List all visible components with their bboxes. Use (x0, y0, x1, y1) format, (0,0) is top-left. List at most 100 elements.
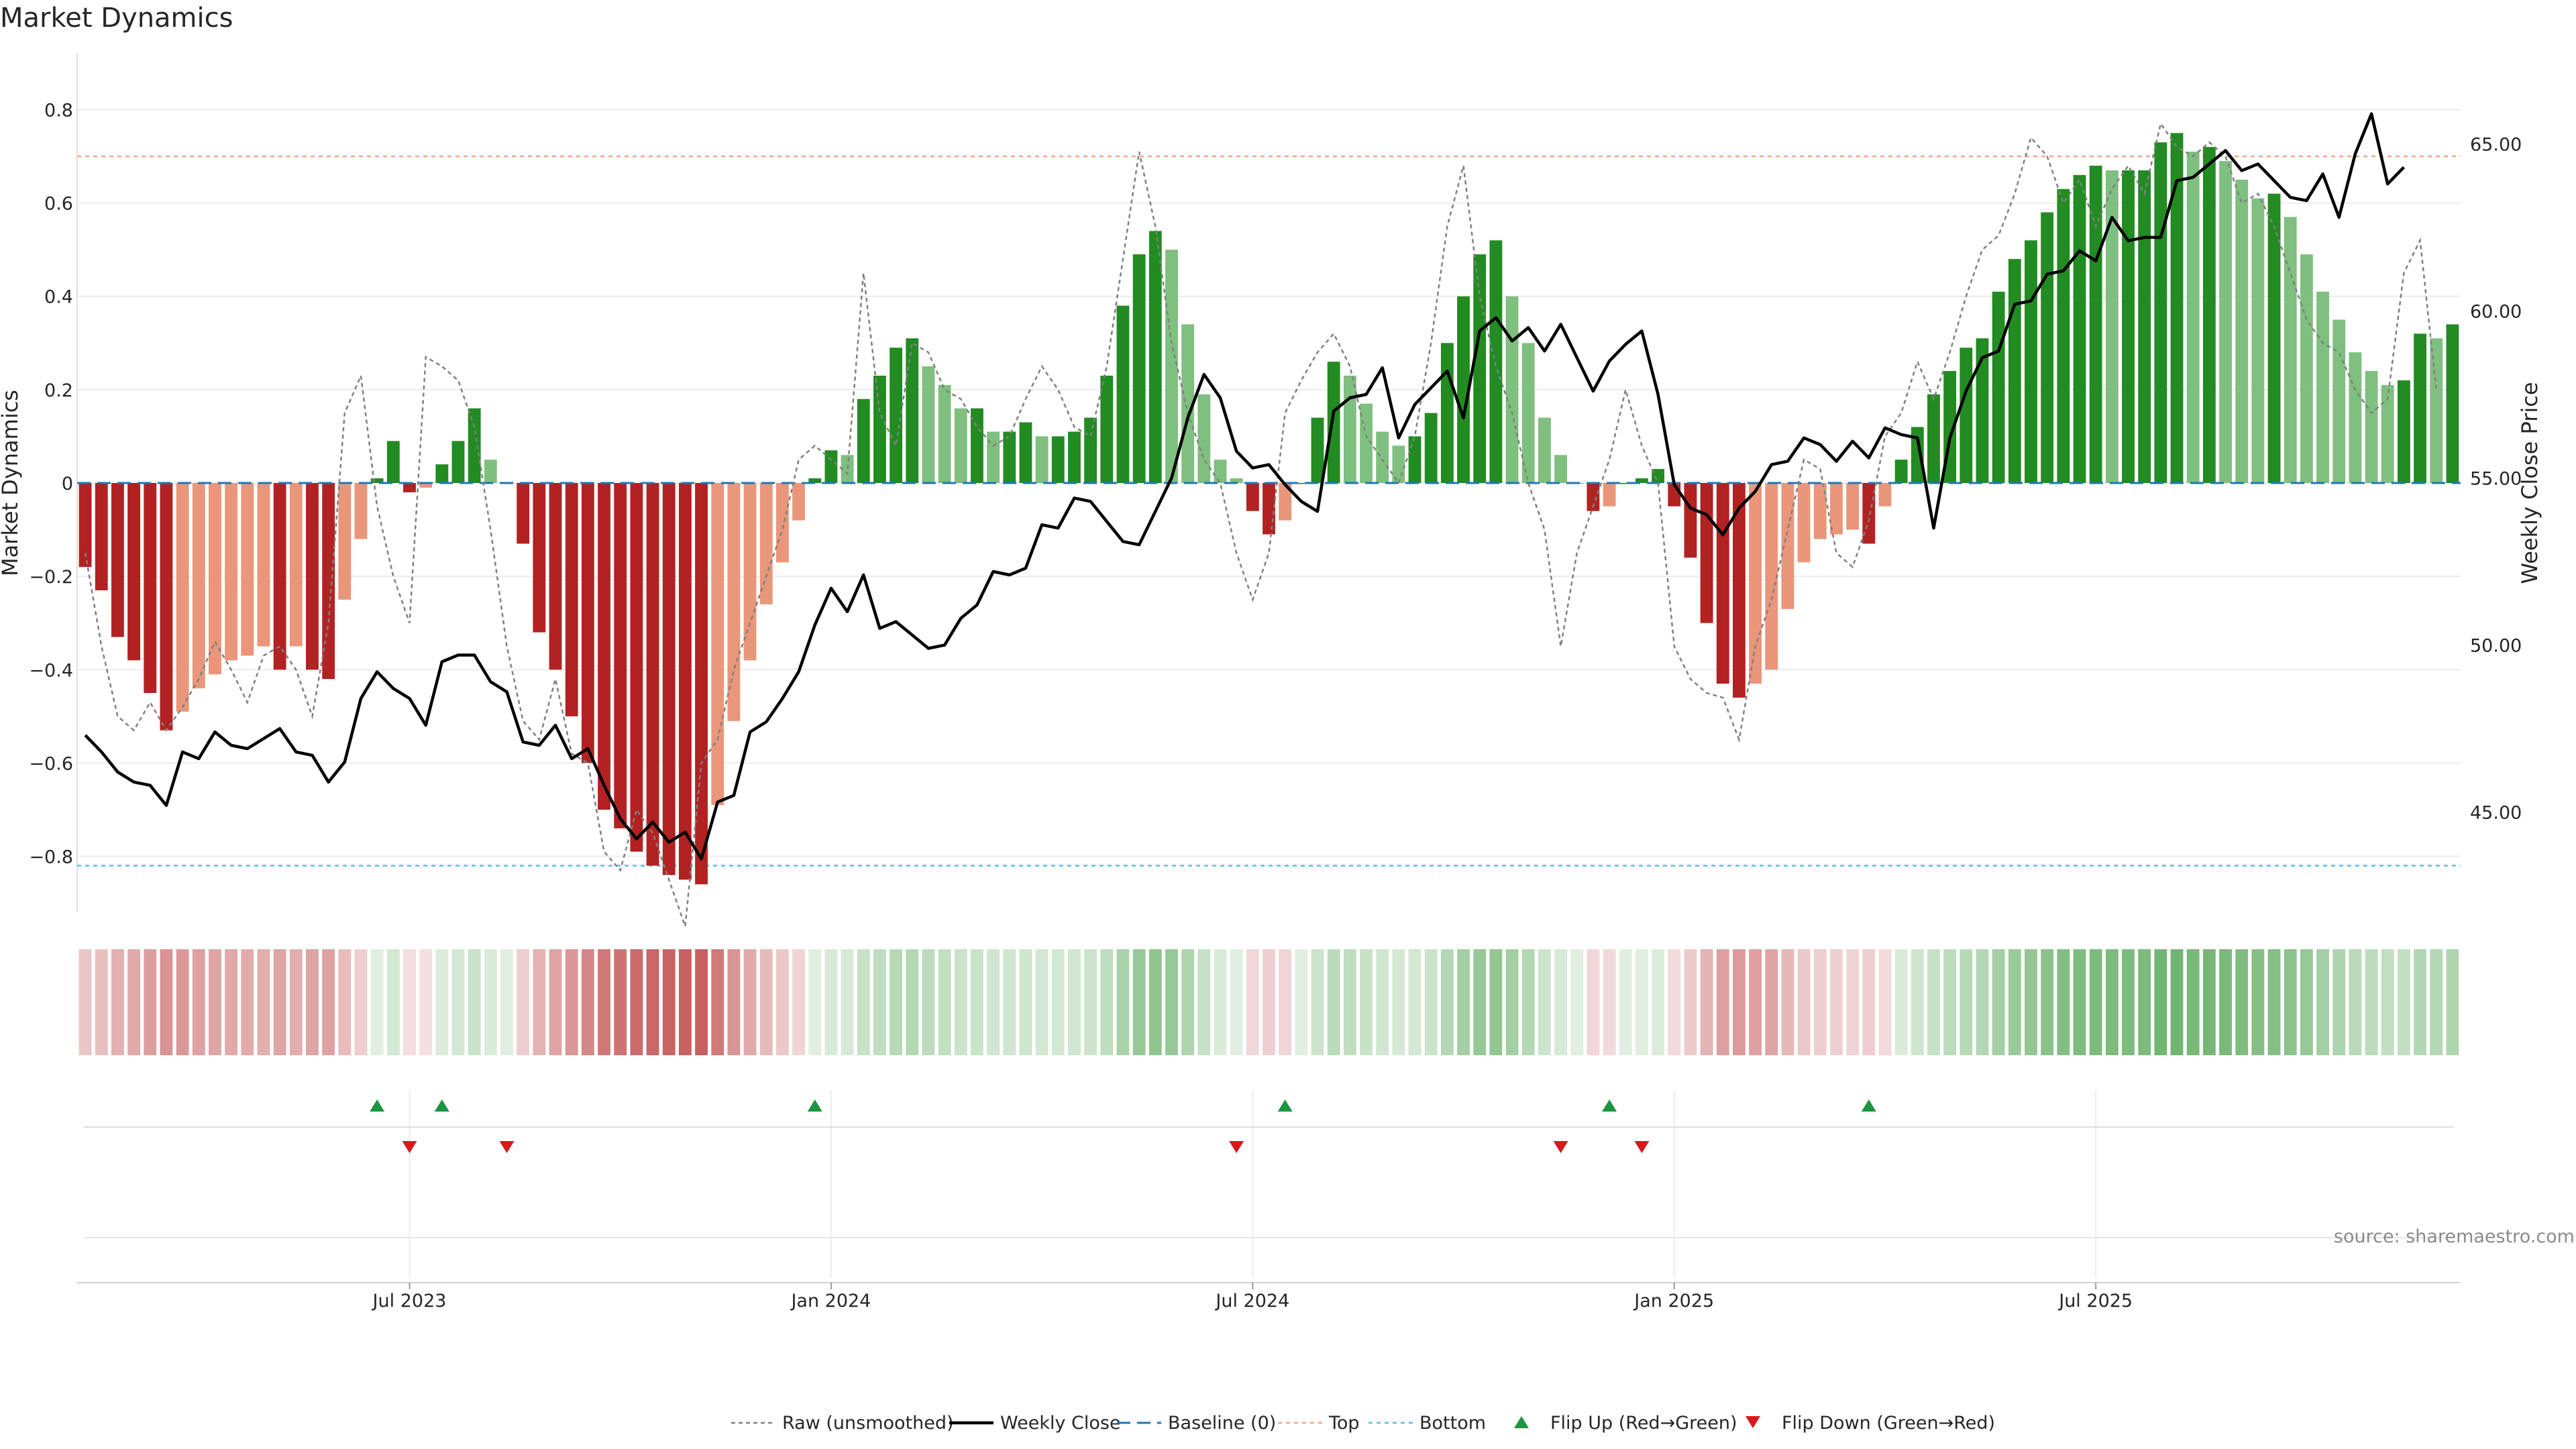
heat-cell-15 (322, 949, 335, 1055)
bar-24 (468, 408, 481, 483)
y-tick-left-1: 0.6 (44, 194, 73, 215)
bar-21 (419, 483, 433, 488)
heat-cell-122 (2057, 949, 2070, 1055)
bar-93 (1587, 483, 1600, 511)
bar-88 (1505, 296, 1519, 483)
bar-125 (2105, 170, 2118, 484)
heat-cell-13 (289, 949, 303, 1055)
heat-cell-63 (1100, 949, 1114, 1055)
heat-cell-85 (1457, 949, 1470, 1055)
bar-133 (2235, 179, 2249, 483)
bar-130 (2186, 152, 2200, 483)
heat-cell-35 (646, 949, 659, 1055)
heat-cell-146 (2446, 949, 2459, 1055)
heat-cell-125 (2105, 949, 2118, 1055)
heat-cell-0 (78, 949, 92, 1055)
heat-cell-42 (759, 949, 773, 1055)
bar-30 (565, 483, 578, 716)
bar-86 (1473, 254, 1487, 483)
bar-103 (1749, 483, 1762, 684)
bar-104 (1765, 483, 1778, 670)
heat-cell-10 (241, 949, 254, 1055)
bar-114 (1927, 394, 1940, 483)
heat-cell-3 (127, 949, 141, 1055)
bar-142 (2381, 384, 2394, 483)
bar-135 (2267, 193, 2281, 483)
heat-cell-7 (192, 949, 205, 1055)
flip-up-marker-0 (370, 1099, 385, 1112)
heat-cell-61 (1068, 949, 1081, 1055)
heat-cell-37 (678, 949, 692, 1055)
heat-cell-108 (1830, 949, 1843, 1055)
heat-cell-95 (1619, 949, 1632, 1055)
bar-68 (1181, 324, 1195, 483)
bar-70 (1214, 460, 1227, 483)
bar-42 (759, 483, 773, 604)
heat-cell-93 (1587, 949, 1600, 1055)
legend-label-2: Baseline (0) (1168, 1413, 1276, 1434)
bar-57 (1003, 431, 1016, 483)
heat-cell-57 (1003, 949, 1016, 1055)
heat-cell-142 (2381, 949, 2394, 1055)
legend-label-5: Flip Up (Red→Green) (1550, 1413, 1737, 1434)
bar-40 (727, 483, 741, 721)
bar-112 (1894, 460, 1908, 483)
bar-37 (678, 483, 692, 880)
bar-66 (1148, 231, 1162, 483)
heat-cell-104 (1765, 949, 1778, 1055)
heat-cell-103 (1749, 949, 1762, 1055)
heat-cell-43 (775, 949, 789, 1055)
heat-cell-145 (2430, 949, 2443, 1055)
heat-cell-84 (1440, 949, 1454, 1055)
heat-cell-78 (1343, 949, 1356, 1055)
heat-cell-77 (1327, 949, 1340, 1055)
heat-cell-4 (144, 949, 157, 1055)
heat-cell-58 (1019, 949, 1032, 1055)
bar-97 (1652, 469, 1665, 483)
bar-141 (2365, 371, 2378, 483)
legend-label-1: Weekly Close (1000, 1413, 1121, 1434)
bar-63 (1100, 376, 1114, 483)
bar-31 (581, 483, 594, 763)
bar-113 (1911, 427, 1924, 483)
heat-cell-117 (1976, 949, 1989, 1055)
bar-34 (630, 483, 643, 852)
x-tick-label-2: Jul 2024 (1214, 1291, 1289, 1311)
heat-cell-45 (808, 949, 822, 1055)
heat-cell-54 (954, 949, 967, 1055)
y-tick-right-2: 55.00 (2470, 469, 2522, 490)
bar-61 (1068, 431, 1081, 483)
bar-116 (1960, 347, 1973, 483)
bar-10 (241, 483, 254, 656)
legend-label-3: Top (1328, 1413, 1360, 1434)
heat-cell-52 (922, 949, 935, 1055)
heat-cell-119 (2008, 949, 2021, 1055)
bar-95 (1619, 483, 1632, 484)
bar-48 (857, 398, 870, 483)
heat-cell-134 (2251, 949, 2265, 1055)
bar-2 (111, 483, 124, 637)
bar-5 (160, 483, 173, 731)
heat-cell-34 (630, 949, 643, 1055)
heat-cell-92 (1570, 949, 1584, 1055)
heat-cell-107 (1813, 949, 1827, 1055)
x-tick-label-0: Jul 2023 (372, 1291, 447, 1311)
bar-3 (127, 483, 141, 661)
heat-cell-38 (695, 949, 708, 1055)
bar-73 (1263, 483, 1275, 535)
heat-cell-68 (1181, 949, 1195, 1055)
heat-cell-36 (662, 949, 676, 1055)
bar-46 (824, 450, 838, 483)
heat-cell-127 (2138, 949, 2151, 1055)
heat-cell-19 (386, 949, 400, 1055)
heat-cell-16 (338, 949, 352, 1055)
bar-134 (2251, 198, 2265, 483)
bar-65 (1132, 254, 1146, 483)
bar-50 (890, 347, 903, 483)
flip-down-marker-4 (1634, 1141, 1650, 1153)
bar-59 (1035, 436, 1049, 483)
heat-cell-105 (1781, 949, 1794, 1055)
bar-39 (711, 483, 724, 805)
bar-91 (1554, 455, 1567, 483)
bar-45 (808, 478, 822, 483)
